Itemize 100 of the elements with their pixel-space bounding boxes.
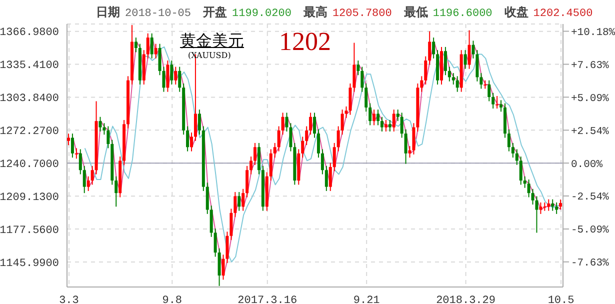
y-tick-label: 1366.9800 (0, 27, 59, 40)
candlestick (301, 136, 304, 158)
candlestick (356, 60, 360, 76)
candlestick (273, 142, 276, 158)
y-tick-label: 1145.9900 (0, 258, 59, 270)
candlestick (543, 202, 546, 212)
candlestick (154, 43, 158, 59)
candlestick (78, 148, 82, 175)
candlestick (174, 66, 178, 86)
candlestick (320, 148, 324, 175)
candlestick (313, 112, 316, 138)
candlestick (198, 109, 201, 136)
candlestick (166, 60, 170, 92)
y-tick-label: 1335.4100 (0, 60, 59, 72)
candlestick (106, 126, 110, 149)
candlestick (456, 76, 459, 92)
candlestick (527, 179, 530, 198)
x-tick-label: 2018.3.29 (436, 294, 496, 304)
candlestick (404, 128, 408, 164)
candlestick (380, 116, 384, 132)
candlestick (472, 40, 475, 59)
candlestick (555, 202, 558, 214)
candlestick (150, 32, 154, 59)
candlestick (67, 133, 70, 146)
candlestick (190, 132, 194, 152)
candlestick (372, 109, 376, 126)
candlestick (332, 142, 336, 172)
candlestick (336, 126, 340, 152)
candlestick (281, 112, 284, 136)
candlestick (452, 72, 455, 86)
candlestick (328, 162, 332, 192)
candlestick (348, 82, 352, 116)
candlestick (444, 46, 447, 76)
candlestick (250, 156, 253, 175)
candlestick (186, 126, 190, 152)
candlestick (476, 50, 479, 82)
candlestick (114, 176, 118, 208)
candlestick (523, 176, 526, 188)
annotation: 1202 (279, 27, 331, 57)
candlestick (277, 126, 280, 152)
y2-tick-label: 0.00% (571, 158, 604, 171)
candlestick (305, 126, 308, 146)
y-tick-label: 1177.5600 (0, 224, 59, 237)
candlestick (448, 66, 451, 82)
candlestick (206, 182, 209, 214)
y-tick-label: 1209.1300 (0, 192, 59, 204)
candlestick (234, 192, 237, 218)
candlestick (412, 122, 416, 155)
candlestick (257, 142, 260, 175)
candlestick (396, 109, 400, 122)
candlestick (170, 60, 174, 86)
candlestick (316, 128, 320, 158)
candlestick (289, 122, 292, 152)
candlestick (86, 176, 90, 192)
candlestick (242, 188, 245, 212)
candlestick (551, 198, 554, 212)
candlestick (246, 165, 249, 198)
candlestick (400, 112, 404, 138)
y2-tick-label: -5.09% (571, 224, 610, 237)
candlestick (352, 42, 356, 92)
candlestick (134, 37, 138, 53)
candlestick (519, 156, 522, 186)
candlestick (309, 112, 312, 136)
annotation: 黄金美元 (180, 31, 244, 52)
x-tick-label: 9.8 (162, 294, 182, 304)
y2-tick-label: +7.63% (571, 60, 610, 72)
x-tick-label: 2017.3.16 (238, 294, 298, 304)
candlestick (364, 82, 368, 112)
y2-tick-label: +10.18% (571, 26, 615, 39)
x-tick-label: 10.5 (548, 294, 574, 304)
candlestick (496, 96, 499, 110)
candlestick (360, 66, 364, 92)
candlestick (340, 109, 344, 136)
candlestick (230, 208, 233, 241)
x-tick-label: 9.21 (353, 294, 380, 304)
candlestick (432, 37, 436, 59)
candlestick (420, 76, 424, 92)
candlestick (492, 92, 495, 110)
y2-tick-label: -7.63% (571, 258, 610, 270)
candlestick (511, 142, 514, 158)
candlestick (285, 112, 288, 132)
candlestick (368, 102, 372, 126)
candlestick (428, 30, 432, 66)
candlestick (464, 50, 467, 70)
candlestick (82, 165, 86, 194)
candlestick (547, 198, 550, 212)
candlestick (480, 72, 483, 90)
candlestick (324, 165, 328, 192)
candlestick (384, 120, 388, 132)
y-tick-label: 1272.2700 (0, 126, 59, 138)
annotation: (XAUUSD) (188, 51, 231, 60)
candlestick (376, 109, 380, 126)
candlestick (507, 128, 510, 152)
candlestick (90, 165, 94, 186)
candlestick (500, 100, 503, 112)
candlestick (253, 142, 256, 166)
candlestick (388, 120, 392, 132)
y-tick-label: 1303.8400 (0, 93, 59, 106)
y2-tick-label: +2.54% (571, 126, 610, 138)
candlestick (210, 205, 213, 238)
